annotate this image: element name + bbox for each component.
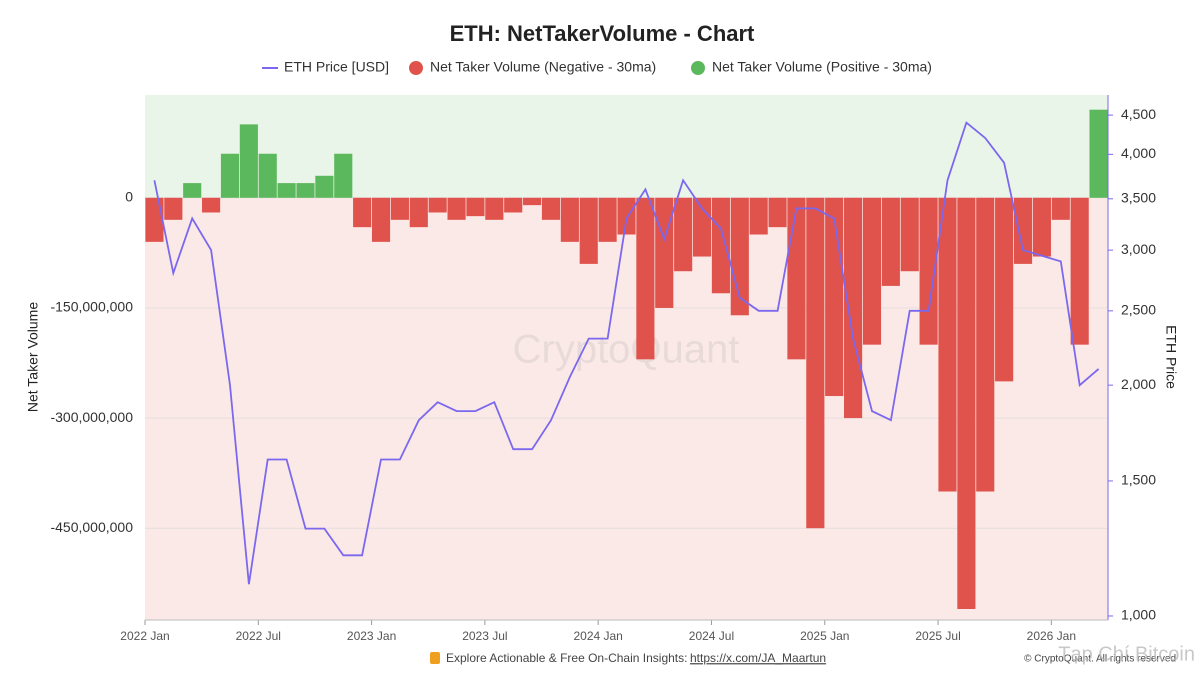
bar [900, 197, 919, 272]
bar [730, 197, 749, 316]
copyright: © CryptoQuant. All rights reserved [1024, 654, 1176, 665]
bar [504, 197, 523, 213]
bar [1089, 109, 1108, 198]
bar [938, 197, 957, 492]
watermark: CryptoQuant [513, 328, 740, 372]
x-tick-label: 2023 Jan [347, 629, 396, 643]
plot-area: CryptoQuant [145, 95, 1108, 621]
legend-swatch [691, 61, 705, 75]
bar [220, 153, 240, 198]
bar [711, 197, 730, 294]
bar [164, 197, 183, 220]
bar [655, 197, 674, 308]
bar [957, 197, 976, 609]
bar [825, 197, 844, 397]
y2-tick-label: 3,000 [1121, 241, 1156, 257]
footer-text: Explore Actionable & Free On-Chain Insig… [446, 651, 687, 665]
x-tick-label: 2023 Jul [462, 629, 507, 643]
bar [428, 197, 447, 213]
bar [579, 197, 598, 264]
bar [636, 197, 655, 360]
bar [674, 197, 693, 272]
bar [202, 197, 221, 213]
bar [1070, 197, 1089, 345]
bar [485, 197, 504, 220]
y2-tick-label: 1,000 [1121, 607, 1156, 623]
x-tick-label: 2024 Jan [573, 629, 622, 643]
price-line [153, 121, 1100, 585]
y-tick-label: -450,000,000 [50, 519, 133, 535]
y2-tick-label: 2,000 [1121, 376, 1156, 392]
bar [277, 183, 296, 198]
x-tick-label: 2026 Jan [1027, 629, 1076, 643]
source-watermark: Tạp Chí Bitcoin [1058, 643, 1195, 665]
y-tick-label: -150,000,000 [50, 299, 133, 315]
bar [390, 197, 409, 220]
bar [145, 197, 164, 242]
bar [334, 153, 353, 198]
bar [976, 197, 995, 492]
x-tick-label: 2022 Jul [236, 629, 281, 643]
positive-zone [145, 95, 1108, 198]
legend-label: Net Taker Volume (Positive - 30ma) [712, 59, 932, 75]
legend-label: ETH Price [USD] [284, 59, 389, 75]
y2-axis-title: ETH Price [1163, 325, 1179, 389]
y2-tick-label: 4,500 [1121, 106, 1156, 122]
bar [466, 197, 485, 217]
x-tick-label: 2025 Jan [800, 629, 849, 643]
legend-swatch [409, 61, 423, 75]
bar [258, 153, 277, 198]
legend-label: Net Taker Volume (Negative - 30ma) [430, 59, 656, 75]
bar [749, 197, 768, 235]
y2-tick-label: 4,000 [1121, 145, 1156, 161]
bar [768, 197, 787, 228]
y2-tick-label: 3,500 [1121, 189, 1156, 205]
chart-title: ETH: NetTakerVolume - Chart [450, 21, 755, 46]
y-axis-title: Net Taker Volume [25, 302, 41, 412]
bar [806, 197, 825, 529]
bar [315, 175, 334, 198]
bar [560, 197, 579, 242]
bar [541, 197, 561, 220]
footer-icon [430, 652, 440, 664]
bar [409, 197, 428, 228]
footer-link[interactable]: https://x.com/JA_Maartun [690, 651, 826, 665]
bar [1013, 197, 1033, 264]
y-tick-label: 0 [125, 189, 133, 205]
bar [1032, 197, 1051, 257]
bar [447, 197, 466, 220]
bar [598, 197, 617, 242]
bar [183, 183, 202, 198]
bar [881, 197, 900, 286]
y2-tick-label: 1,500 [1121, 472, 1156, 488]
x-tick-label: 2025 Jul [915, 629, 960, 643]
y-tick-label: -300,000,000 [50, 409, 133, 425]
bar [844, 197, 863, 419]
x-tick-label: 2022 Jan [120, 629, 169, 643]
bar [995, 197, 1014, 382]
bar [1051, 197, 1070, 220]
x-tick-label: 2024 Jul [689, 629, 734, 643]
bar [523, 197, 542, 206]
y2-tick-label: 2,500 [1121, 302, 1156, 318]
bar [692, 197, 712, 257]
bar [371, 197, 391, 242]
bar [353, 197, 372, 228]
bar [296, 183, 315, 198]
bar [787, 197, 806, 360]
bar [919, 197, 938, 345]
bar [617, 197, 636, 235]
bar [239, 124, 258, 198]
bar [862, 197, 882, 345]
